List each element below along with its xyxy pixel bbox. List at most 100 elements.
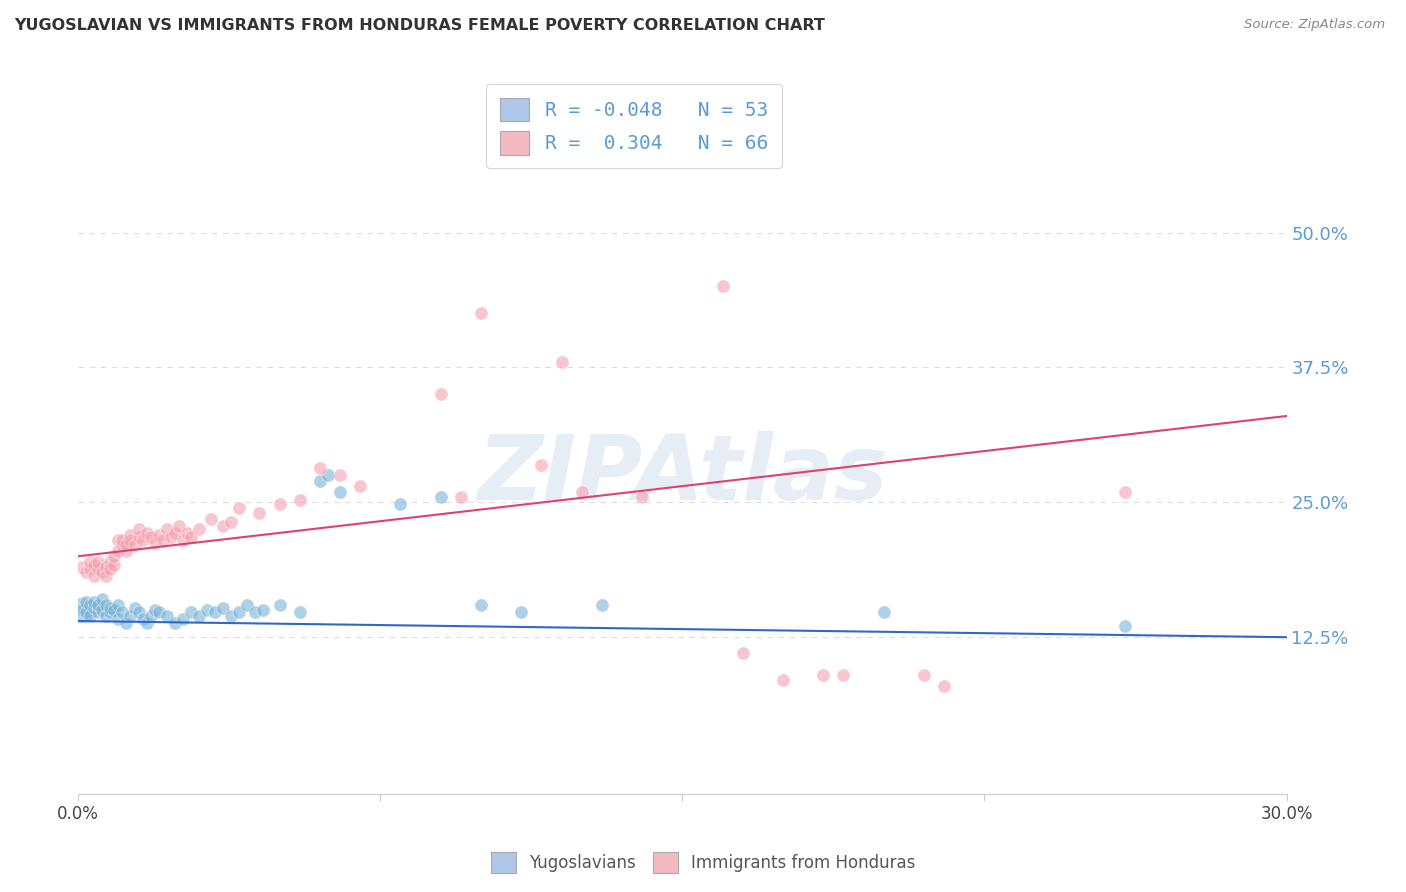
Point (103, 603, 125, 617)
Legend: Yugoslavians, Immigrants from Honduras: Yugoslavians, Immigrants from Honduras (484, 846, 922, 880)
Point (934, 679, 956, 693)
Point (87, 555, 110, 569)
Point (219, 515, 242, 529)
Point (163, 525, 186, 540)
Point (128, 522, 150, 536)
Point (96, 568, 118, 582)
Point (389, 498, 412, 512)
Point (429, 490, 451, 504)
Point (180, 530, 202, 544)
Text: ZIPAtlas: ZIPAtlas (477, 432, 887, 519)
Point (159, 530, 181, 544)
Point (70, 603, 93, 617)
Point (96, 560, 118, 574)
Point (87, 598, 110, 612)
Point (143, 536, 166, 550)
Point (135, 616, 157, 631)
Point (188, 522, 211, 536)
Point (79, 555, 101, 569)
Point (176, 525, 198, 540)
Point (75, 566, 97, 580)
Point (98, 555, 121, 569)
Point (103, 558, 125, 572)
Point (91, 592, 114, 607)
Point (316, 468, 339, 483)
Point (1114, 619, 1136, 633)
Point (79, 608, 101, 623)
Point (120, 608, 142, 623)
Point (530, 458, 553, 472)
Point (124, 601, 146, 615)
Point (107, 598, 129, 612)
Point (156, 608, 179, 623)
Point (79, 562, 101, 576)
Point (131, 612, 153, 626)
Point (200, 511, 222, 525)
Point (111, 533, 134, 547)
Point (450, 490, 472, 504)
Point (167, 519, 190, 533)
Point (188, 608, 211, 623)
Point (236, 598, 259, 612)
Point (912, 668, 935, 682)
Point (98, 606, 121, 620)
Point (120, 533, 142, 547)
Point (308, 460, 330, 475)
Point (143, 603, 166, 617)
Point (308, 474, 330, 488)
Point (172, 612, 194, 626)
Point (163, 616, 186, 631)
Point (107, 544, 129, 558)
Point (813, 668, 835, 682)
Point (228, 500, 250, 515)
Point (172, 533, 194, 547)
Point (107, 533, 129, 547)
Point (128, 606, 150, 620)
Text: Source: ZipAtlas.com: Source: ZipAtlas.com (1244, 18, 1385, 31)
Text: YUGOSLAVIAN VS IMMIGRANTS FROM HONDURAS FEMALE POVERTY CORRELATION CHART: YUGOSLAVIAN VS IMMIGRANTS FROM HONDURAS … (14, 18, 825, 33)
Point (269, 498, 291, 512)
Point (219, 608, 242, 623)
Point (591, 598, 613, 612)
Point (103, 549, 125, 564)
Point (631, 490, 654, 504)
Point (70, 603, 93, 617)
Point (115, 616, 138, 631)
Point (1114, 484, 1136, 499)
Point (288, 493, 311, 508)
Point (470, 306, 492, 320)
Point (148, 527, 170, 541)
Point (91, 566, 114, 580)
Point (139, 608, 162, 623)
Point (550, 355, 572, 369)
Point (83, 601, 105, 615)
Point (96, 598, 118, 612)
Point (131, 533, 153, 547)
Point (128, 530, 150, 544)
Point (247, 506, 270, 520)
Point (212, 601, 235, 615)
Point (180, 606, 202, 620)
Point (96, 608, 118, 623)
Point (87, 562, 110, 576)
Point (83, 558, 105, 572)
Point (212, 519, 235, 533)
Point (111, 606, 134, 620)
Point (75, 594, 97, 608)
Point (87, 606, 110, 620)
Point (135, 525, 157, 540)
Point (349, 479, 371, 493)
Point (470, 598, 492, 612)
Point (115, 539, 138, 553)
Point (571, 484, 593, 499)
Point (510, 606, 533, 620)
Point (70, 560, 93, 574)
Point (83, 568, 105, 582)
Point (75, 606, 97, 620)
Point (329, 484, 352, 499)
Point (124, 539, 146, 553)
Point (329, 468, 352, 483)
Legend: R = -0.048   N = 53, R =  0.304   N = 66: R = -0.048 N = 53, R = 0.304 N = 66 (486, 84, 782, 169)
Point (115, 544, 138, 558)
Point (288, 606, 311, 620)
